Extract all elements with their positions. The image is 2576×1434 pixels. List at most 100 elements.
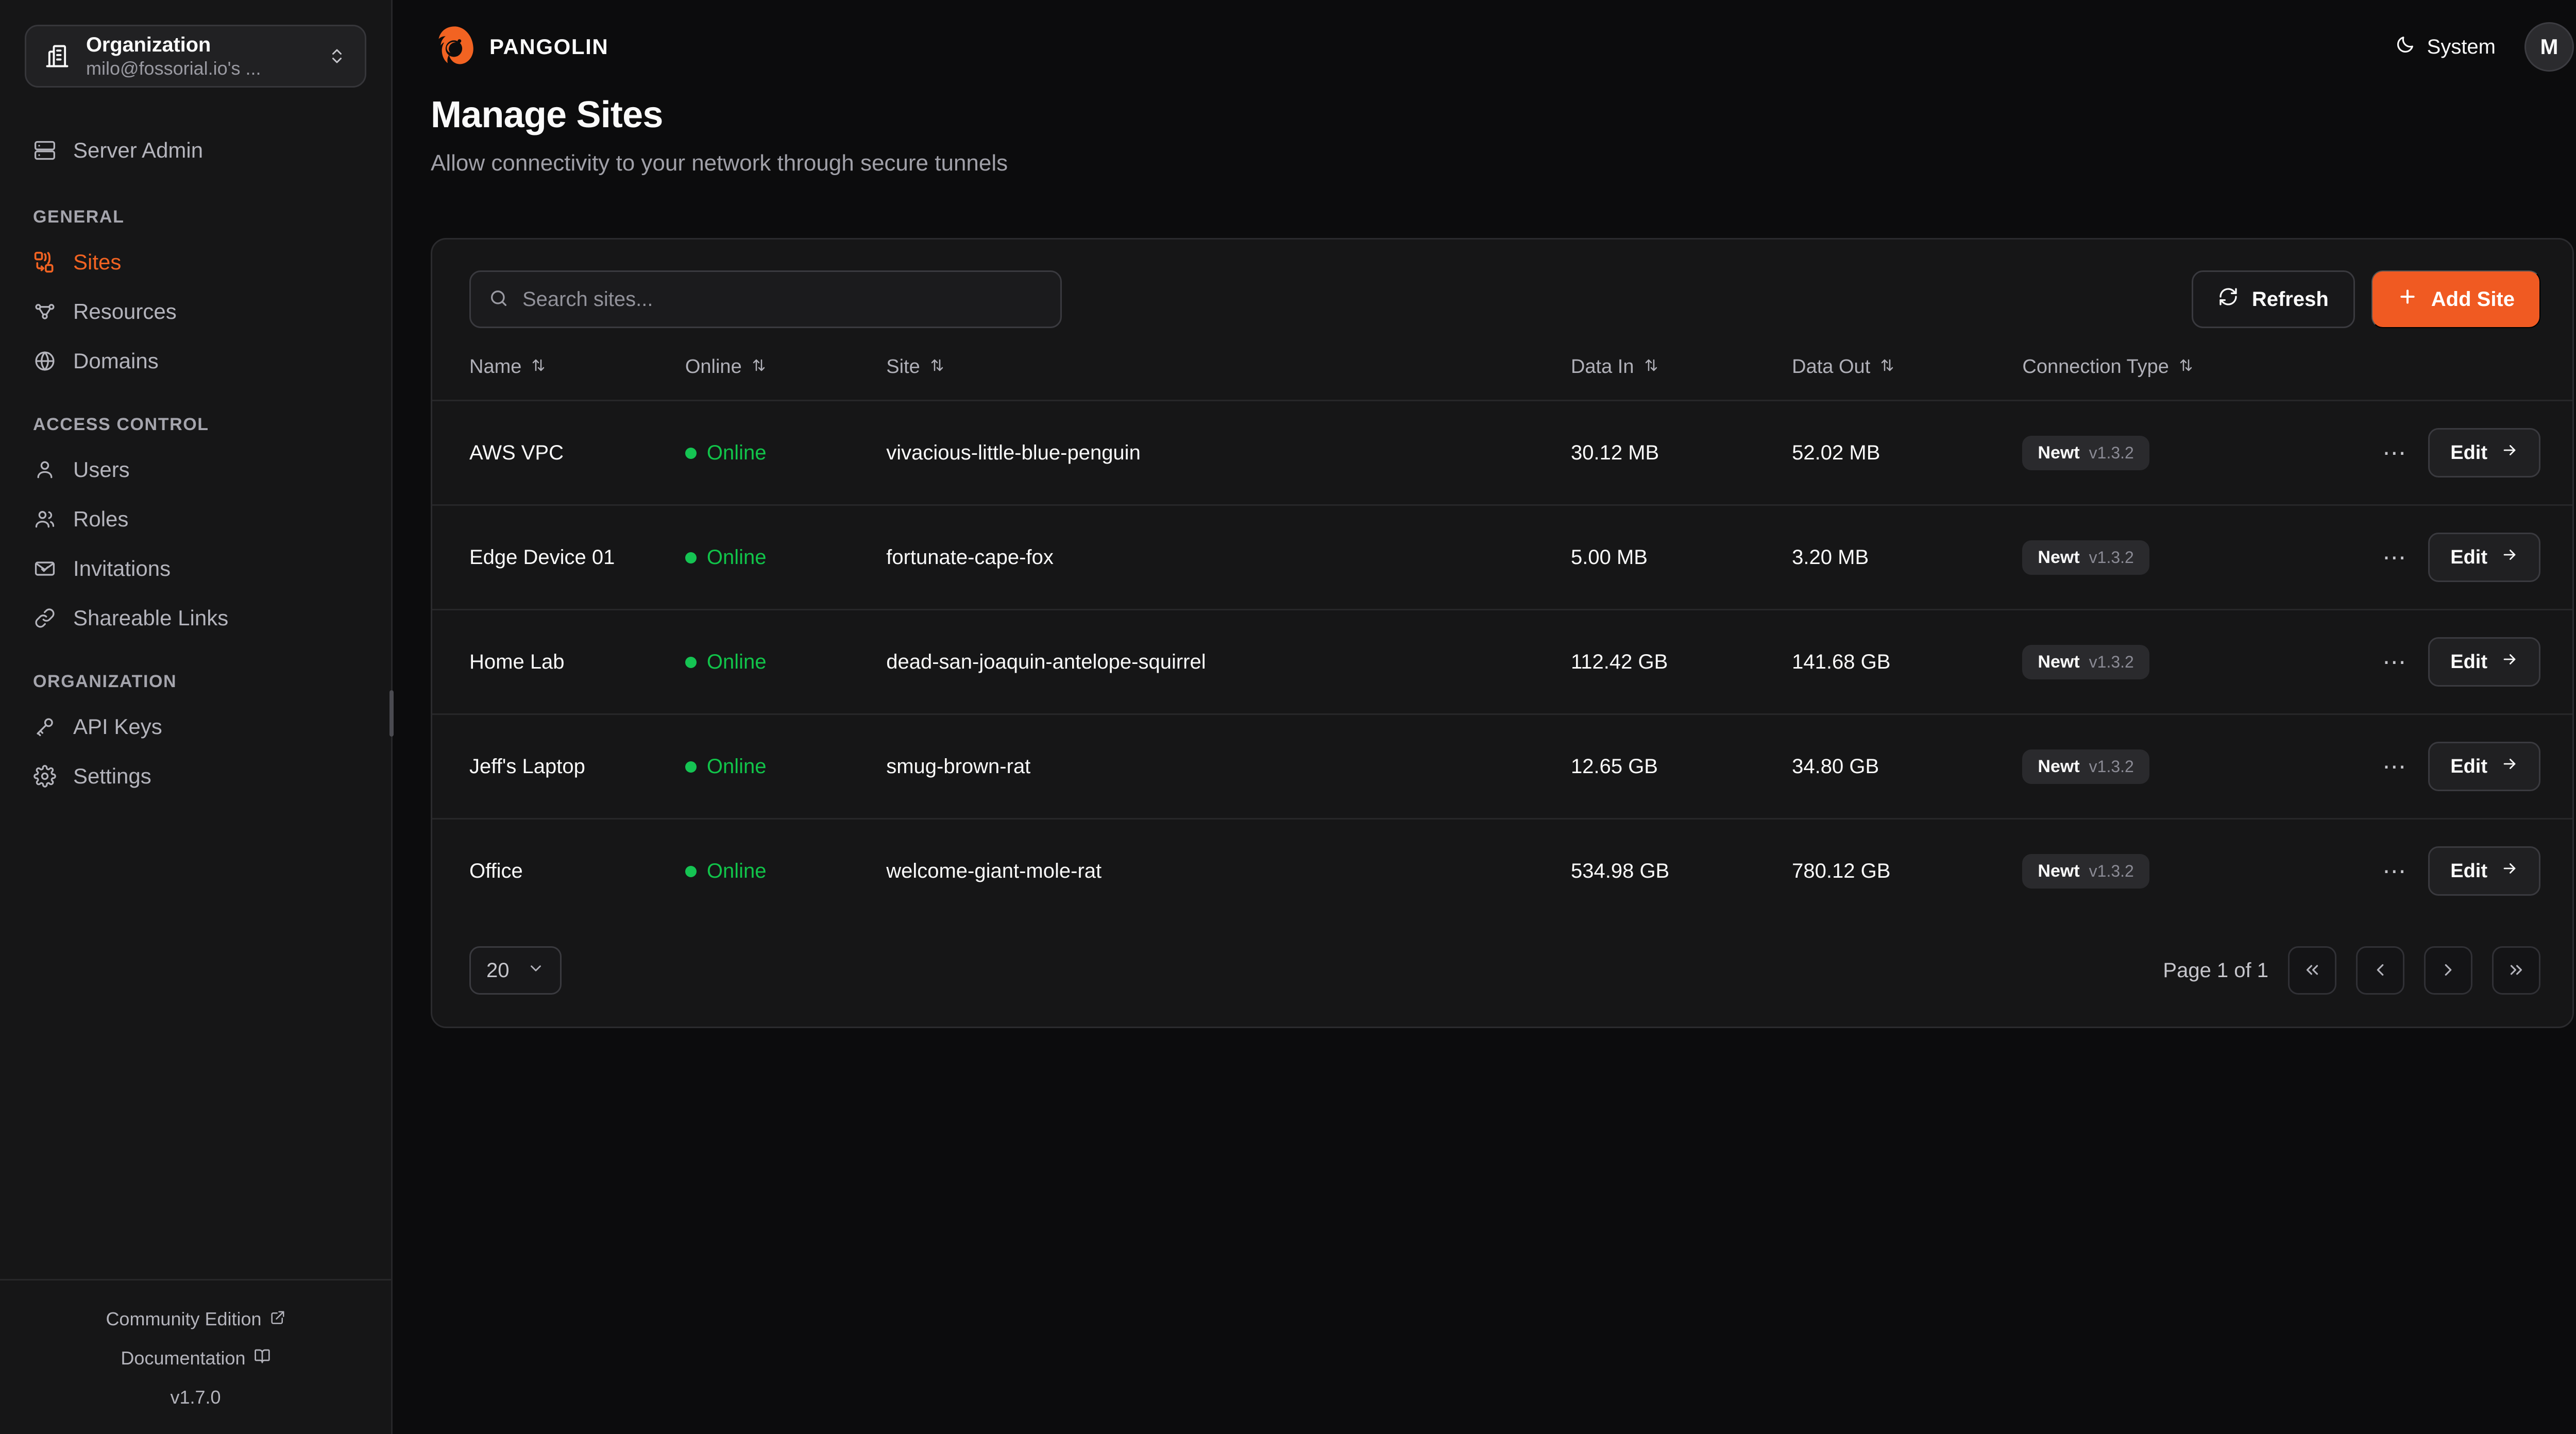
chevrons-up-down-icon	[327, 47, 347, 65]
community-edition-label: Community Edition	[106, 1308, 262, 1329]
pangolin-logo	[432, 24, 476, 71]
connection-badge: Newt v1.3.2	[2022, 644, 2149, 679]
mail-check-icon	[33, 557, 57, 581]
cell-data-in: 534.98 GB	[1570, 818, 1792, 923]
sidebar-footer: Community Edition Documentation v1.7.0	[0, 1279, 391, 1434]
more-horizontal-icon[interactable]: ⋯	[2382, 543, 2408, 571]
connection-name: Newt	[2038, 861, 2080, 881]
sidebar-item-settings[interactable]: Settings	[19, 752, 372, 801]
connection-version: v1.3.2	[2089, 548, 2134, 567]
sidebar-item-server-admin[interactable]: Server Admin	[19, 126, 372, 175]
moon-icon	[2395, 34, 2416, 60]
avatar[interactable]: M	[2524, 22, 2574, 72]
sidebar-item-api-keys[interactable]: API Keys	[19, 702, 372, 752]
sidebar-item-label: Settings	[73, 764, 151, 788]
cell-site: vivacious-little-blue-penguin	[886, 400, 1571, 505]
page-subtitle: Allow connectivity to your network throu…	[431, 150, 1008, 176]
edit-button[interactable]: Edit	[2428, 637, 2540, 687]
column-header-name[interactable]: Name	[432, 356, 685, 401]
sort-updown-icon	[531, 356, 546, 378]
sidebar-item-sites[interactable]: Sites	[19, 237, 372, 287]
prev-page-button[interactable]	[2356, 946, 2404, 995]
page-indicator: Page 1 of 1	[2163, 959, 2268, 982]
edit-button[interactable]: Edit	[2428, 846, 2540, 896]
cell-site: welcome-giant-mole-rat	[886, 818, 1571, 923]
first-page-button[interactable]	[2288, 946, 2336, 995]
more-horizontal-icon[interactable]: ⋯	[2382, 648, 2408, 675]
next-page-button[interactable]	[2424, 946, 2472, 995]
cell-connection-type: Newt v1.3.2	[2022, 504, 2376, 610]
table-row[interactable]: AWS VPC Online vivacious-little-blue-pengu…	[432, 400, 2572, 505]
pagination-controls: Page 1 of 1	[2163, 946, 2540, 995]
column-header-connection-type[interactable]: Connection Type	[2022, 356, 2375, 401]
topbar-right: System M	[2395, 22, 2574, 72]
connection-name: Newt	[2038, 547, 2080, 567]
search-placeholder: Search sites...	[522, 287, 653, 311]
documentation-link[interactable]: Documentation	[121, 1347, 270, 1369]
table-row[interactable]: Office Online welcome-giant-mole-rat 534.98…	[432, 818, 2572, 923]
sidebar-item-shareable-links[interactable]: Shareable Links	[19, 593, 372, 643]
search-input[interactable]: Search sites...	[469, 270, 1062, 328]
arrow-right-icon	[2501, 546, 2518, 569]
sites-card: Search sites... Refresh	[431, 238, 2574, 1028]
cell-online: Online	[685, 818, 887, 923]
refresh-button[interactable]: Refresh	[2191, 270, 2355, 328]
connection-version: v1.3.2	[2089, 757, 2134, 776]
sidebar-item-roles[interactable]: Roles	[19, 494, 372, 544]
edit-button[interactable]: Edit	[2428, 533, 2540, 582]
sidebar: Organization milo@fossorial.io's ... Ser…	[0, 0, 394, 1434]
community-edition-link[interactable]: Community Edition	[106, 1308, 285, 1330]
pagination-bar: 20 Page 1 of 1	[432, 923, 2572, 1027]
sidebar-item-domains[interactable]: Domains	[19, 336, 372, 386]
cell-name: Home Lab	[432, 609, 685, 714]
add-site-button[interactable]: Add Site	[2371, 270, 2540, 328]
theme-toggle[interactable]: System	[2395, 34, 2496, 60]
table-row[interactable]: Jeff's Laptop Online smug-brown-rat 12.65 G…	[432, 713, 2572, 819]
edit-button[interactable]: Edit	[2428, 742, 2540, 791]
sidebar-item-invitations[interactable]: Invitations	[19, 544, 372, 593]
table-row[interactable]: Home Lab Online dead-san-joaquin-antelope-…	[432, 609, 2572, 714]
cell-connection-type: Newt v1.3.2	[2022, 713, 2376, 819]
table-header-row: Name Online	[432, 356, 2572, 401]
column-header-data-in[interactable]: Data In	[1571, 356, 1792, 401]
edit-button[interactable]: Edit	[2428, 428, 2540, 477]
cell-connection-type: Newt v1.3.2	[2022, 818, 2376, 923]
column-header-online[interactable]: Online	[685, 356, 886, 401]
user-icon	[33, 458, 57, 482]
sidebar-item-label: Domains	[73, 349, 159, 373]
chevrons-right-icon	[2506, 960, 2526, 981]
search-icon	[488, 288, 509, 311]
gear-icon	[33, 764, 57, 788]
column-header-site[interactable]: Site	[886, 356, 1571, 401]
edit-label: Edit	[2450, 755, 2487, 777]
connection-name: Newt	[2038, 652, 2080, 672]
column-label: Connection Type	[2022, 356, 2169, 378]
last-page-button[interactable]	[2492, 946, 2540, 995]
table-row[interactable]: Edge Device 01 Online fortunate-cape-fox 5.…	[432, 504, 2572, 610]
more-horizontal-icon[interactable]: ⋯	[2382, 439, 2408, 466]
sidebar-item-label: Sites	[73, 250, 122, 274]
brand[interactable]: PANGOLIN	[432, 24, 608, 71]
app-version: v1.7.0	[170, 1387, 221, 1408]
chevrons-left-icon	[2302, 960, 2322, 981]
cell-site: dead-san-joaquin-antelope-squirrel	[886, 609, 1571, 714]
edit-label: Edit	[2450, 441, 2487, 464]
org-switcher[interactable]: Organization milo@fossorial.io's ...	[25, 25, 366, 88]
page-size-select[interactable]: 20	[469, 946, 562, 995]
cell-data-out: 34.80 GB	[1792, 713, 2023, 819]
org-subtitle: milo@fossorial.io's ...	[86, 59, 261, 78]
arrow-right-icon	[2501, 755, 2518, 778]
more-horizontal-icon[interactable]: ⋯	[2382, 857, 2408, 884]
column-header-data-out[interactable]: Data Out	[1792, 356, 2022, 401]
cell-online: Online	[685, 400, 887, 505]
sidebar-scroll-indicator[interactable]	[389, 690, 394, 737]
cell-data-in: 12.65 GB	[1570, 713, 1792, 819]
main-content: PANGOLIN System M Manage Sites	[393, 0, 2576, 1434]
status-label: Online	[706, 441, 767, 465]
plus-icon	[2397, 286, 2418, 312]
chevron-left-icon	[2370, 960, 2390, 981]
sidebar-item-users[interactable]: Users	[19, 445, 372, 494]
sidebar-item-resources[interactable]: Resources	[19, 287, 372, 336]
more-horizontal-icon[interactable]: ⋯	[2382, 753, 2408, 780]
